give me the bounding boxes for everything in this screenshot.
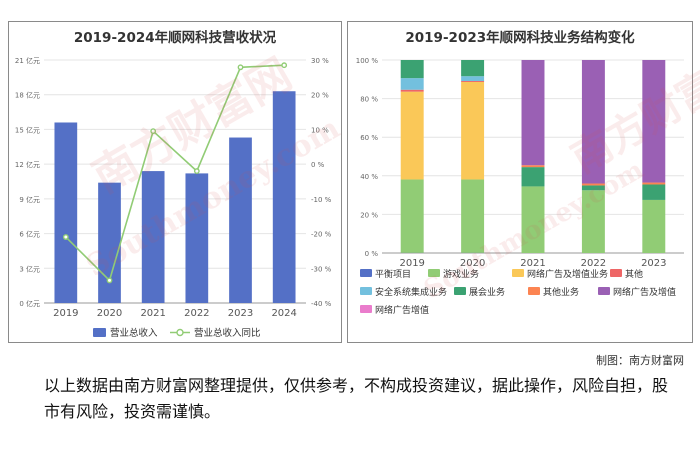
stacked-segment — [642, 184, 666, 200]
legend-label: 其他业务 — [543, 286, 579, 298]
revenue-bar — [98, 182, 121, 303]
legend-label: 网络广告及增值业务 — [527, 268, 608, 280]
yoy-line — [65, 64, 285, 282]
x-tick-label: 2021 — [140, 308, 165, 319]
stacked-segment — [521, 165, 545, 168]
stacked-segment — [642, 182, 666, 185]
y-tick-label: 60 % — [360, 134, 378, 142]
legend-label: 安全系统集成业务 — [375, 286, 447, 298]
x-tick-label: 2024 — [271, 308, 296, 319]
stacked-segment — [642, 60, 666, 183]
stacked-segment — [642, 199, 666, 253]
yoy-point — [193, 168, 200, 174]
chart-credit: 制图：南方财富网 — [596, 354, 684, 367]
x-tick-label: 2022 — [581, 258, 606, 269]
y-left-tick-label: 18 亿元 — [15, 91, 40, 100]
legend-swatch — [512, 269, 524, 277]
stacked-segment — [461, 60, 485, 77]
legend-label: 其他 — [625, 268, 643, 280]
legend-label-revenue: 营业总收入 — [110, 327, 158, 339]
legend-swatch — [360, 269, 372, 277]
revenue-chart: 0 亿元 3 亿元 6 亿元 9 亿元 12 亿元 15 亿元 18 亿元 21 亿元 -40 … — [15, 56, 332, 339]
x-tick-label: 2021 — [520, 258, 545, 269]
legend-swatch — [528, 287, 540, 295]
x-tick-label: 2020 — [460, 258, 485, 269]
y-tick-label: 40 % — [360, 173, 378, 181]
legend-label: 平衡项目 — [375, 268, 411, 280]
y-right-tick-label: 0 % — [311, 161, 325, 169]
revenue-bar — [229, 137, 252, 303]
legend-swatch — [598, 287, 610, 295]
y-right-tick-label: -10 % — [311, 196, 332, 204]
revenue-bar — [54, 122, 78, 303]
stacked-segment — [400, 89, 424, 92]
legend-swatch — [428, 269, 440, 277]
y-left-tick-label: 0 亿元 — [19, 299, 40, 308]
structure-chart: 0 % 20 % 40 % 60 % 80 % 100 % 2019 2020 2021 2022… — [356, 57, 684, 316]
y-left-tick-label: 15 亿元 — [15, 125, 40, 134]
revenue-bar — [141, 171, 165, 303]
structure-chart-panel: 2019-2023年顺网科技业务结构变化 0 % 20 % 40 % 60 % 80 %… — [347, 21, 693, 343]
legend-swatch-revenue — [93, 328, 106, 337]
stacked-segment — [461, 81, 485, 83]
revenue-bar — [185, 173, 209, 303]
legend-swatch — [454, 287, 466, 295]
legend-swatch-yoy-point — [176, 328, 184, 337]
stacked-segment — [400, 179, 424, 253]
y-right-tick-label: 10 % — [311, 126, 329, 134]
yoy-point — [106, 277, 113, 284]
stacked-segment — [521, 60, 545, 166]
x-tick-label: 2023 — [228, 308, 253, 319]
y-tick-label: 80 % — [360, 96, 378, 104]
revenue-chart-panel: 2019-2024年顺网科技营收状况 0 亿元 3 亿元 6 亿元 9 亿元 12 亿元… — [8, 21, 342, 343]
stacked-segment — [400, 60, 424, 79]
y-tick-label: 100 % — [356, 57, 379, 65]
yoy-point — [281, 62, 288, 69]
yoy-point — [237, 64, 244, 71]
yoy-point — [150, 128, 157, 135]
yoy-point — [62, 234, 69, 240]
legend-swatch — [610, 269, 622, 277]
y-right-tick-label: -30 % — [311, 265, 332, 273]
y-left-tick-label: 12 亿元 — [15, 160, 40, 169]
y-left-tick-label: 3 亿元 — [19, 264, 40, 273]
revenue-chart-title: 2019-2024年顺网科技营收状况 — [73, 30, 277, 46]
legend-label: 网络广告增值 — [375, 304, 429, 316]
legend-label: 游戏业务 — [443, 268, 479, 280]
y-left-tick-label: 6 亿元 — [19, 230, 40, 239]
stacked-segment — [400, 78, 424, 90]
x-tick-label: 2022 — [184, 308, 209, 319]
x-tick-label: 2023 — [641, 258, 666, 269]
y-tick-label: 0 % — [365, 250, 379, 258]
stacked-segment — [581, 183, 605, 186]
stacked-segment — [461, 82, 485, 180]
x-tick-label: 2020 — [97, 308, 122, 319]
y-tick-label: 20 % — [360, 211, 378, 219]
y-right-tick-label: 20 % — [311, 92, 329, 100]
legend-swatch — [360, 287, 372, 295]
stacked-segment — [581, 60, 605, 184]
structure-chart-title: 2019-2023年顺网科技业务结构变化 — [405, 30, 635, 46]
stacked-segment — [581, 185, 605, 191]
y-right-tick-label: -40 % — [311, 300, 332, 308]
stacked-segment — [521, 167, 545, 187]
stacked-segment — [400, 91, 424, 180]
x-tick-label: 2019 — [399, 258, 424, 269]
y-right-tick-label: 30 % — [311, 57, 329, 65]
y-right-tick-label: -20 % — [311, 231, 332, 239]
legend-label: 网络广告及增值 — [613, 286, 676, 298]
stacked-segment — [521, 186, 545, 253]
legend-label-yoy: 营业总收入同比 — [194, 327, 261, 339]
legend-label: 展会业务 — [469, 286, 505, 298]
legend-swatch — [360, 305, 372, 313]
disclaimer-text: 以上数据由南方财富网整理提供，仅供参考，不构成投资建议，据此操作，风险自担，股市… — [44, 376, 669, 421]
stacked-segment — [461, 179, 485, 253]
y-left-tick-label: 21 亿元 — [15, 56, 40, 65]
stacked-segment — [461, 76, 485, 82]
stacked-segment — [581, 190, 605, 253]
y-left-tick-label: 9 亿元 — [19, 195, 40, 204]
x-tick-label: 2019 — [53, 308, 78, 319]
revenue-bar — [272, 91, 296, 303]
